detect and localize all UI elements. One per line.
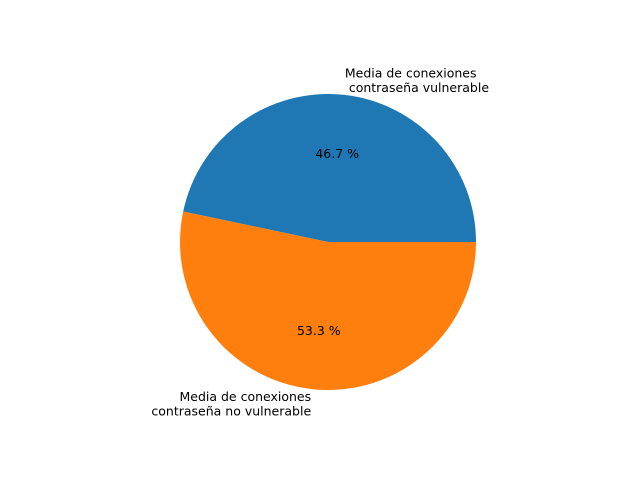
- pie-slice-label-0-line-1: contraseña vulnerable: [345, 80, 489, 95]
- pie-slice-label-1: Media de conexiones contraseña no vulnera…: [151, 389, 311, 419]
- pie-slice-1: [180, 211, 476, 390]
- pie-slice-label-0-line-0: Media de conexiones: [345, 65, 477, 80]
- pie-slice-0: [183, 93, 477, 243]
- pie-slice-label-1-line-0: Media de conexiones: [179, 389, 311, 404]
- pie-slice-label-0: Media de conexiones contraseña vulnerabl…: [345, 65, 489, 95]
- pie-slice-pct-label-0: 46.7 %: [315, 146, 359, 161]
- pie-slice-label-1-line-1: contraseña no vulnerable: [151, 404, 311, 419]
- pie-slice-pct-label-1: 53.3 %: [297, 323, 341, 338]
